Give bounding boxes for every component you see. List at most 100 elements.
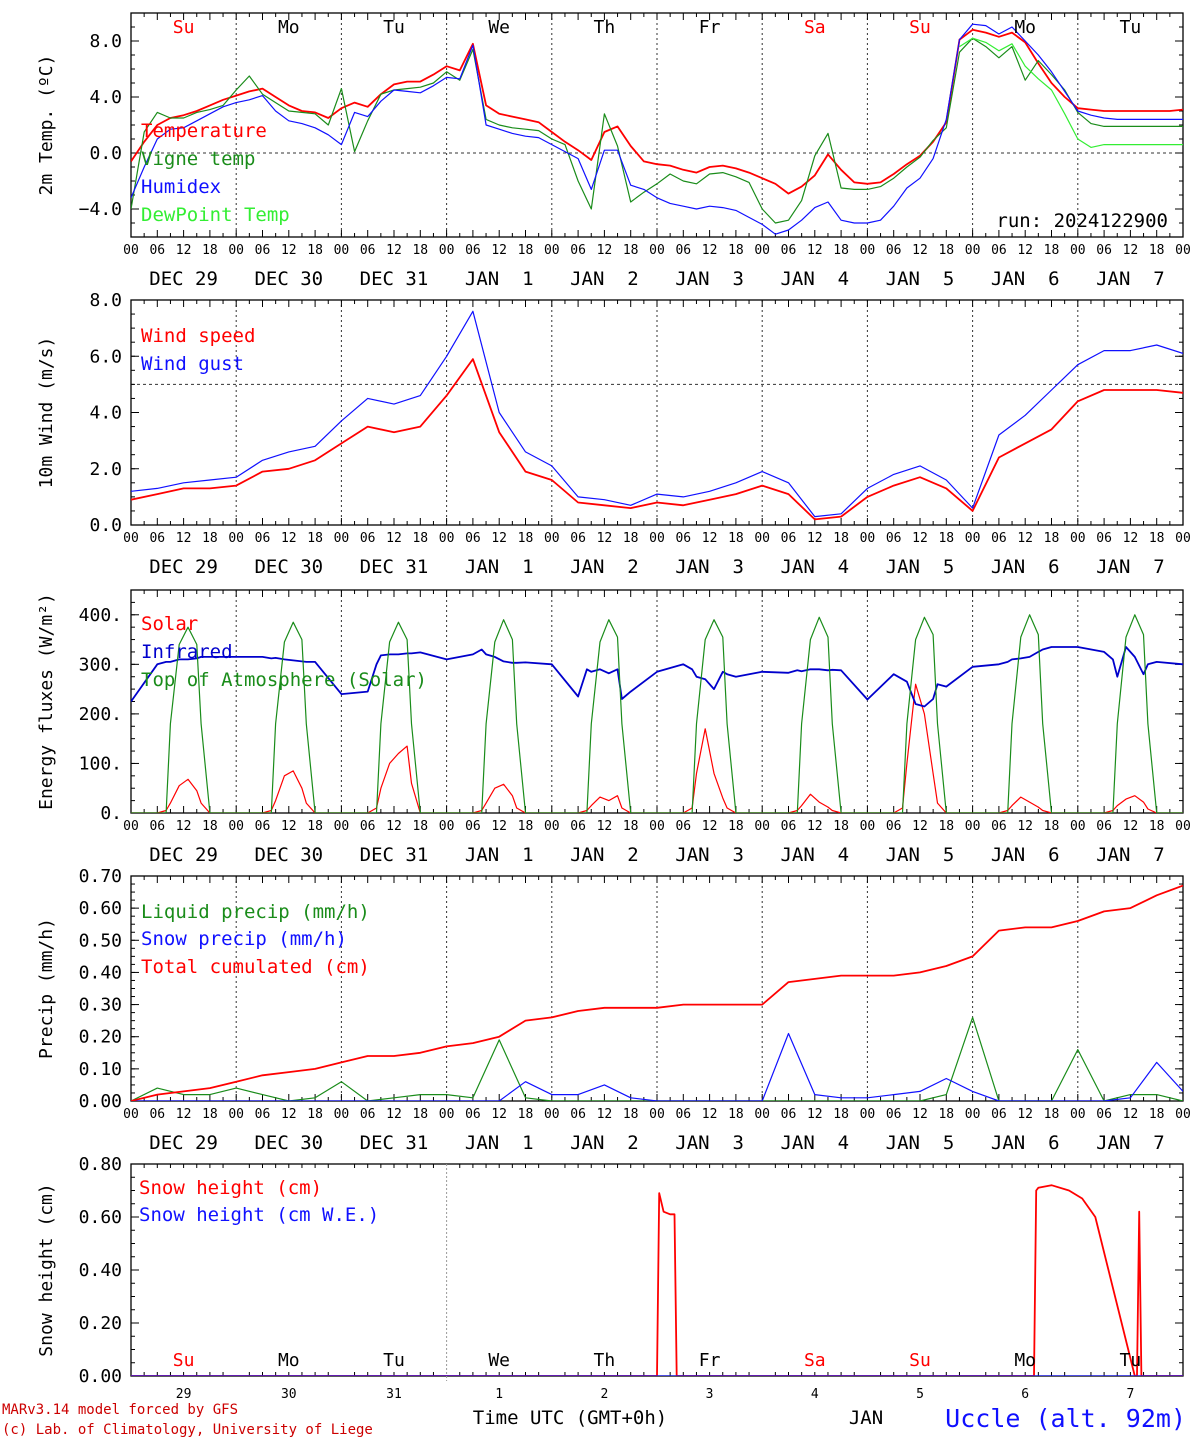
hour-tick-label: 18 (623, 531, 639, 546)
date-label: JAN 3 (675, 268, 744, 290)
y-tick-label: 400. (79, 605, 122, 626)
day-number: 3 (706, 1387, 714, 1402)
hour-tick-label: 06 (675, 243, 691, 258)
date-label: JAN 7 (1096, 556, 1165, 578)
date-label: JAN 4 (780, 556, 849, 578)
hour-tick-label: 12 (1123, 1107, 1139, 1122)
date-label: JAN 5 (886, 268, 955, 290)
hour-tick-label: 18 (1044, 531, 1060, 546)
hour-tick-label: 12 (597, 531, 613, 546)
date-label: DEC 30 (254, 1132, 323, 1154)
panel-5: 0.00 0.20 0.40 0.60 0.80 Snow height (cm) Snow… (36, 1154, 1184, 1387)
hour-tick-label: 00 (649, 819, 665, 834)
hour-tick-label: 06 (886, 243, 902, 258)
hour-tick-label: 18 (518, 531, 534, 546)
hour-tick-label: 00 (754, 531, 770, 546)
day-number: 4 (811, 1387, 819, 1402)
series-group (131, 310, 1183, 521)
y-tick-label: 0.0 (89, 515, 122, 536)
hour-tick-label: 18 (623, 1107, 639, 1122)
hour-tick-label: 18 (1149, 531, 1165, 546)
day-number: 6 (1021, 1387, 1029, 1402)
hour-tick-label: 18 (728, 243, 744, 258)
legend-entry: Liquid precip (mm/h) (141, 901, 370, 923)
hour-tick-label: 00 (860, 531, 876, 546)
legend-entry: Top of Atmosphere (Solar) (141, 669, 427, 691)
hour-tick-label: 06 (570, 531, 586, 546)
y-tick-label: 8.0 (89, 31, 122, 52)
hour-tick-label: 12 (281, 531, 297, 546)
hour-tick-label: 18 (938, 531, 954, 546)
hour-tick-label: 12 (597, 243, 613, 258)
hour-tick-label: 12 (702, 243, 718, 258)
hour-tick-label: 06 (149, 819, 165, 834)
hour-tick-label: 06 (465, 243, 481, 258)
y-tick-label: 0.20 (79, 1027, 122, 1048)
date-label: JAN 7 (1096, 1132, 1165, 1154)
hour-tick-label: 12 (1123, 819, 1139, 834)
date-label: JAN 6 (991, 268, 1060, 290)
series-line-vigne-temp (131, 37, 1183, 224)
x-axis-label: Time UTC (GMT+0h) (473, 1407, 667, 1429)
series-line-top-of-atmosphere-solar- (131, 614, 1183, 813)
hour-tick-label: 12 (281, 243, 297, 258)
hour-tick-label: 06 (465, 1107, 481, 1122)
hour-tick-label: 12 (386, 1107, 402, 1122)
hour-tick-label: 00 (228, 1107, 244, 1122)
date-label: JAN 5 (886, 844, 955, 866)
hour-tick-label: 06 (360, 243, 376, 258)
series-line-snow-height-cm- (131, 1184, 1183, 1376)
hour-tick-label: 06 (886, 1107, 902, 1122)
series-group (131, 23, 1183, 235)
date-label: JAN 1 (465, 556, 534, 578)
hour-tick-label: 18 (202, 819, 218, 834)
hour-tick-label: 06 (991, 1107, 1007, 1122)
y-tick-label: 4.0 (89, 403, 122, 424)
lab-credit: (c) Lab. of Climatology, University of L… (2, 1422, 373, 1438)
y-tick-label: 0.80 (79, 1154, 122, 1175)
panel-2: 0.0 2.0 4.0 6.0 8.0 10m Wind (m/s) Wind speed W… (36, 290, 1191, 578)
hour-tick-label: 06 (675, 1107, 691, 1122)
hour-tick-label: 00 (228, 243, 244, 258)
hour-tick-label: 00 (123, 1107, 139, 1122)
series-line-dewpoint-temp (959, 37, 1183, 148)
hour-tick-label: 12 (176, 243, 192, 258)
date-label: JAN 2 (570, 268, 639, 290)
y-tick-label: 300. (79, 654, 122, 675)
date-label: JAN 4 (780, 844, 849, 866)
series-line-wind-gust (131, 310, 1183, 518)
hour-tick-label: 12 (702, 1107, 718, 1122)
y-tick-label: 0.60 (79, 898, 122, 919)
station-label: Uccle (alt. 92m) (945, 1404, 1186, 1433)
legend-entry: Vigne temp (141, 148, 255, 170)
hour-tick-label: 00 (860, 1107, 876, 1122)
legend-entry: Snow height (cm) (139, 1177, 322, 1199)
hour-tick-label: 18 (518, 243, 534, 258)
panel-1: −4.0 0.0 4.0 8.0 2m Temp. (ºC) Temperature Vig… (36, 12, 1191, 290)
hour-tick-label: 06 (1096, 531, 1112, 546)
weekday-label: Mo (278, 1350, 300, 1371)
series-line-temperature (131, 28, 1183, 195)
y-tick-label: 100. (79, 753, 122, 774)
hour-tick-label: 18 (938, 819, 954, 834)
date-label: JAN 5 (886, 1132, 955, 1154)
hour-tick-label: 12 (807, 1107, 823, 1122)
y-tick-label: 0.60 (79, 1207, 122, 1228)
hour-tick-label: 06 (781, 1107, 797, 1122)
hour-tick-label: 12 (176, 531, 192, 546)
hour-tick-label: 12 (281, 819, 297, 834)
hour-tick-label: 12 (597, 1107, 613, 1122)
hour-tick-label: 00 (334, 819, 350, 834)
hour-tick-label: 06 (886, 819, 902, 834)
date-label: JAN 6 (991, 556, 1060, 578)
hour-tick-label: 18 (202, 1107, 218, 1122)
hour-tick-label: 12 (1017, 1107, 1033, 1122)
date-label: DEC 29 (149, 268, 218, 290)
hour-tick-label: 18 (1044, 1107, 1060, 1122)
y-axis-label: Precip (mm/h) (36, 918, 57, 1059)
hour-tick-label: 12 (491, 531, 507, 546)
hour-tick-label: 06 (360, 819, 376, 834)
series-line-humidex (131, 23, 1183, 235)
hour-tick-label: 18 (518, 819, 534, 834)
y-tick-label: 0. (100, 803, 122, 824)
